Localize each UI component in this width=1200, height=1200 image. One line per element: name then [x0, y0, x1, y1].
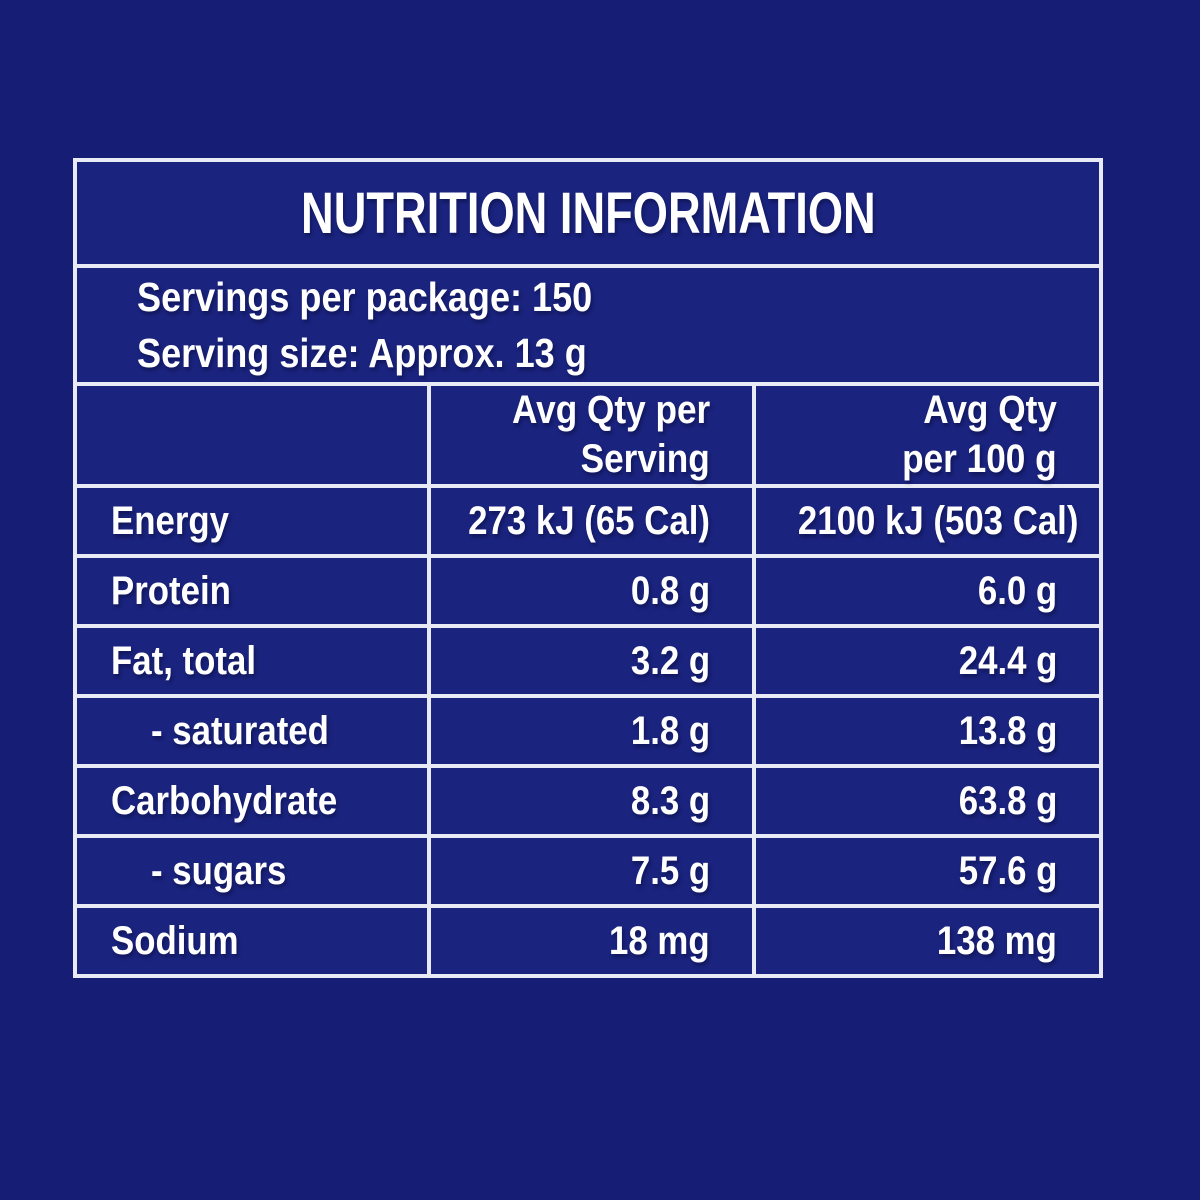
header-empty-cell — [77, 386, 427, 484]
serving-size: Serving size: Approx. 13 g — [137, 330, 587, 376]
row-value-per-serving: 273 kJ (65 Cal) — [427, 488, 752, 554]
header-per-100g-line2: per 100 g — [902, 437, 1057, 481]
table-row-sugars: - sugars 7.5 g 57.6 g — [77, 834, 1099, 904]
header-per-serving-line2: Serving — [580, 437, 710, 481]
table-row-saturated: - saturated 1.8 g 13.8 g — [77, 694, 1099, 764]
row-label: Sodium — [111, 918, 239, 963]
header-per-serving: Avg Qty per Serving — [427, 386, 752, 484]
table-row-sodium: Sodium 18 mg 138 mg — [77, 904, 1099, 974]
header-per-100g-line1: Avg Qty — [923, 388, 1057, 432]
row-value-per-100g: 138 mg — [752, 908, 1099, 974]
panel-title: NUTRITION INFORMATION — [300, 180, 876, 246]
row-label: - saturated — [151, 708, 329, 753]
row-label: - sugars — [151, 848, 287, 893]
row-value-per-serving: 7.5 g — [427, 838, 752, 904]
header-per-serving-line1: Avg Qty per — [511, 388, 710, 432]
table-row-protein: Protein 0.8 g 6.0 g — [77, 554, 1099, 624]
serving-info: Servings per package: 150 Serving size: … — [77, 264, 1099, 382]
row-value-per-serving: 18 mg — [427, 908, 752, 974]
nutrition-panel: NUTRITION INFORMATION Servings per packa… — [73, 158, 1103, 978]
table-row-energy: Energy 273 kJ (65 Cal) 2100 kJ (503 Cal) — [77, 484, 1099, 554]
row-value-per-100g: 2100 kJ (503 Cal) — [752, 488, 1120, 554]
row-value-per-100g: 57.6 g — [752, 838, 1099, 904]
table-row-carbohydrate: Carbohydrate 8.3 g 63.8 g — [77, 764, 1099, 834]
table-row-fat-total: Fat, total 3.2 g 24.4 g — [77, 624, 1099, 694]
panel-title-row: NUTRITION INFORMATION — [77, 162, 1099, 264]
row-label: Protein — [111, 568, 231, 613]
row-value-per-100g: 63.8 g — [752, 768, 1099, 834]
row-value-per-100g: 6.0 g — [752, 558, 1099, 624]
header-per-100g: Avg Qty per 100 g — [752, 386, 1099, 484]
row-label: Energy — [111, 498, 229, 543]
table-header-row: Avg Qty per Serving Avg Qty per 100 g — [77, 382, 1099, 484]
row-value-per-100g: 24.4 g — [752, 628, 1099, 694]
row-value-per-100g: 13.8 g — [752, 698, 1099, 764]
row-value-per-serving: 3.2 g — [427, 628, 752, 694]
row-label: Fat, total — [111, 638, 257, 683]
row-value-per-serving: 8.3 g — [427, 768, 752, 834]
row-value-per-serving: 1.8 g — [427, 698, 752, 764]
row-value-per-serving: 0.8 g — [427, 558, 752, 624]
row-label: Carbohydrate — [111, 778, 338, 823]
servings-per-package: Servings per package: 150 — [137, 274, 593, 320]
